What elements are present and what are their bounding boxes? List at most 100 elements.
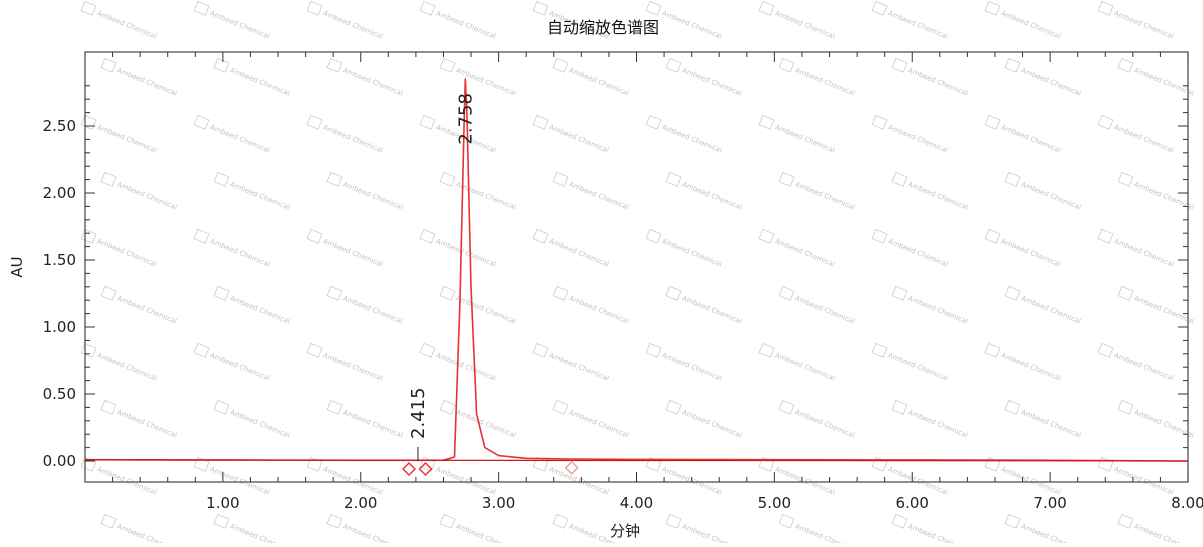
A-logo-icon: [891, 171, 908, 187]
A-logo-icon: [778, 399, 795, 415]
A-logo-icon: [193, 228, 210, 244]
A-logo-icon: [778, 513, 795, 529]
watermark-tile: Ambeed Chemical: [80, 0, 158, 41]
x-tick-label: 7.00: [1033, 494, 1066, 512]
A-logo-icon: [665, 399, 682, 415]
watermark-text: Ambeed Chemical: [661, 237, 723, 268]
A-logo-icon: [1004, 399, 1021, 415]
watermark-text: Ambeed Chemical: [342, 294, 404, 325]
watermark-tile: Ambeed Chemical: [984, 228, 1062, 269]
watermark-tile: Ambeed Chemical: [984, 114, 1062, 155]
A-logo-icon: [645, 342, 662, 358]
A-logo-icon: [213, 57, 230, 73]
watermark-text: Ambeed Chemical: [907, 180, 969, 211]
A-logo-icon: [1097, 456, 1114, 472]
A-logo-icon: [532, 114, 549, 130]
A-logo-icon: [778, 57, 795, 73]
watermark-text: Ambeed Chemical: [1133, 522, 1195, 543]
watermark-tile: Ambeed Chemical: [665, 171, 743, 212]
watermark-tile: Ambeed Chemical: [419, 456, 497, 497]
A-logo-icon: [532, 456, 549, 472]
watermark-text: Ambeed Chemical: [1133, 180, 1195, 211]
watermark-text: Ambeed Chemical: [435, 9, 497, 40]
A-logo-icon: [758, 228, 775, 244]
A-logo-icon: [552, 285, 569, 301]
A-logo-icon: [213, 285, 230, 301]
A-logo-icon: [552, 513, 569, 529]
watermark-tile: Ambeed Chemical: [1097, 114, 1175, 155]
A-logo-icon: [326, 513, 343, 529]
A-logo-icon: [1097, 114, 1114, 130]
watermark-text: Ambeed Chemical: [548, 237, 610, 268]
watermark-text: Ambeed Chemical: [681, 294, 743, 325]
A-logo-icon: [552, 171, 569, 187]
watermark-text: Ambeed Chemical: [1000, 9, 1062, 40]
watermark-text: Ambeed Chemical: [1133, 294, 1195, 325]
watermark-text: Ambeed Chemical: [681, 522, 743, 543]
watermark-text: Ambeed Chemical: [661, 351, 723, 382]
watermark-text: Ambeed Chemical: [887, 237, 949, 268]
watermark-tile: Ambeed Chemical: [532, 114, 610, 155]
watermark-tile: Ambeed Chemical: [645, 342, 723, 383]
watermark-text: Ambeed Chemical: [96, 351, 158, 382]
chromatogram-trace: [84, 78, 1189, 462]
watermark-text: Ambeed Chemical: [1113, 351, 1175, 382]
watermark-tile: Ambeed Chemical: [665, 285, 743, 326]
watermark-text: Ambeed Chemical: [1020, 522, 1082, 543]
watermark-tile: Ambeed Chemical: [871, 0, 949, 41]
watermark-tile: Ambeed Chemical: [871, 228, 949, 269]
watermark-tile: Ambeed Chemical: [306, 456, 384, 497]
watermark-text: Ambeed Chemical: [1000, 123, 1062, 154]
A-logo-icon: [439, 57, 456, 73]
A-logo-icon: [984, 114, 1001, 130]
A-logo-icon: [213, 399, 230, 415]
watermark-tile: Ambeed Chemical: [645, 456, 723, 497]
watermark-text: Ambeed Chemical: [568, 66, 630, 97]
watermark-text: Ambeed Chemical: [661, 9, 723, 40]
A-logo-icon: [1117, 399, 1134, 415]
watermark-text: Ambeed Chemical: [229, 294, 291, 325]
A-logo-icon: [213, 171, 230, 187]
watermark-tile: Ambeed Chemical: [891, 513, 969, 547]
watermark-tile: Ambeed Chemical: [306, 114, 384, 155]
watermark-layer: Ambeed Chemical Ambeed Chemical Ambeed Che…: [80, 0, 1195, 547]
watermark-text: Ambeed Chemical: [209, 351, 271, 382]
A-logo-icon: [193, 342, 210, 358]
chart-title: 自动缩放色谱图: [547, 18, 659, 37]
y-tick-label: 0.50: [43, 385, 76, 403]
watermark-text: Ambeed Chemical: [568, 294, 630, 325]
A-logo-icon: [1097, 342, 1114, 358]
A-logo-icon: [100, 171, 117, 187]
A-logo-icon: [439, 171, 456, 187]
watermark-text: Ambeed Chemical: [1113, 465, 1175, 496]
watermark-tile: Ambeed Chemical: [213, 285, 291, 326]
watermark-tile: Ambeed Chemical: [439, 399, 517, 440]
A-logo-icon: [1004, 285, 1021, 301]
watermark-tile: Ambeed Chemical: [1004, 399, 1082, 440]
peak-labels: 2.415 2.758: [408, 93, 476, 461]
watermark-text: Ambeed Chemical: [907, 522, 969, 543]
A-logo-icon: [645, 228, 662, 244]
watermark-tile: Ambeed Chemical: [326, 171, 404, 212]
watermark-text: Ambeed Chemical: [455, 408, 517, 439]
watermark-text: Ambeed Chemical: [568, 408, 630, 439]
A-logo-icon: [1004, 171, 1021, 187]
watermark-text: Ambeed Chemical: [322, 9, 384, 40]
integration-marker: [564, 460, 579, 475]
watermark-tile: Ambeed Chemical: [778, 57, 856, 98]
watermark-tile: Ambeed Chemical: [419, 0, 497, 41]
watermark-text: Ambeed Chemical: [661, 123, 723, 154]
watermark-text: Ambeed Chemical: [435, 465, 497, 496]
watermark-text: Ambeed Chemical: [116, 180, 178, 211]
watermark-tile: Ambeed Chemical: [1004, 171, 1082, 212]
watermark-text: Ambeed Chemical: [322, 351, 384, 382]
watermark-tile: Ambeed Chemical: [891, 399, 969, 440]
integration-marker: [418, 462, 433, 477]
watermark-text: Ambeed Chemical: [794, 66, 856, 97]
A-logo-icon: [891, 399, 908, 415]
A-logo-icon: [1117, 285, 1134, 301]
watermark-text: Ambeed Chemical: [774, 351, 836, 382]
watermark-text: Ambeed Chemical: [681, 180, 743, 211]
watermark-tile: Ambeed Chemical: [778, 399, 856, 440]
A-logo-icon: [306, 342, 323, 358]
